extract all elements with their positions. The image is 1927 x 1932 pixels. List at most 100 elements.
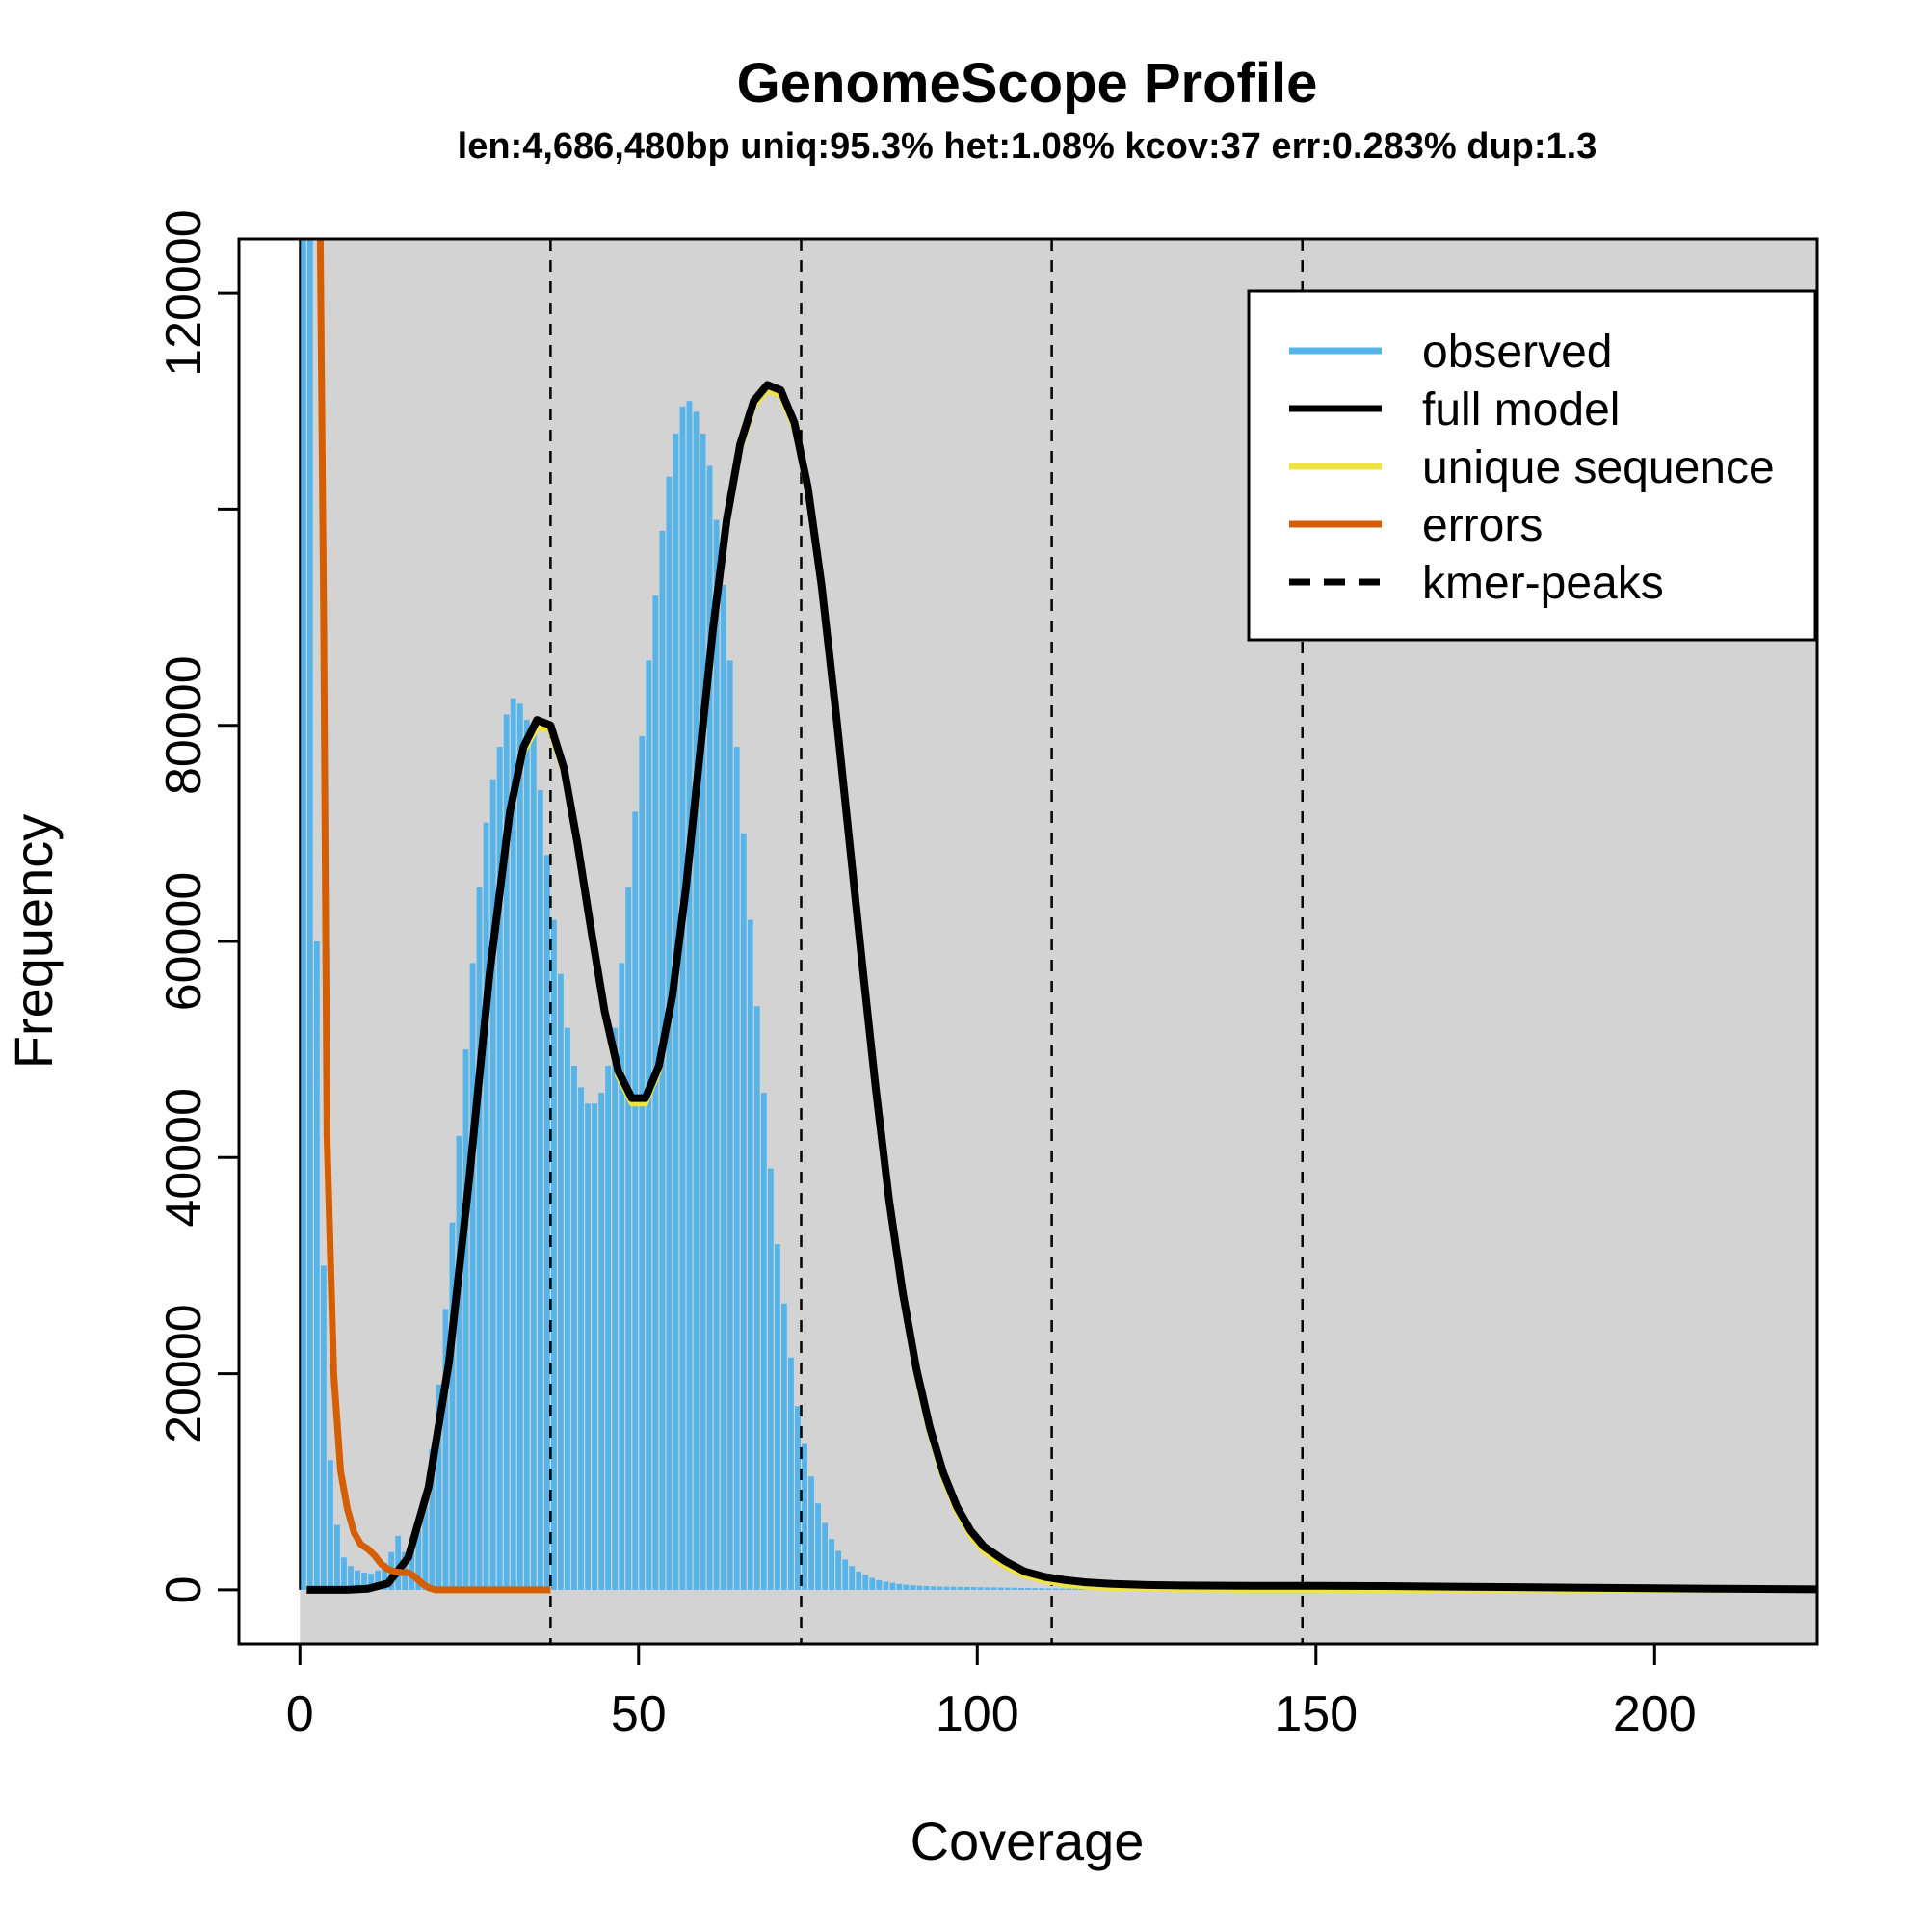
observed-bar <box>734 747 740 1590</box>
observed-bar <box>328 1460 333 1590</box>
observed-bar <box>1025 1588 1031 1590</box>
observed-bar <box>808 1476 814 1590</box>
observed-bar <box>911 1585 916 1590</box>
chart-title: GenomeScope Profile <box>737 52 1318 115</box>
observed-bar <box>714 520 720 1590</box>
y-tick-label: 80000 <box>156 655 212 795</box>
observed-bar <box>991 1587 997 1589</box>
x-tick-label: 50 <box>611 1686 667 1742</box>
observed-bar <box>904 1585 910 1590</box>
observed-bar <box>470 963 476 1589</box>
observed-bar <box>517 703 523 1590</box>
legend-label: kmer-peaks <box>1422 558 1664 609</box>
observed-bar <box>605 1066 611 1590</box>
observed-bar <box>1066 1589 1071 1590</box>
legend-label: observed <box>1422 327 1612 378</box>
observed-bar <box>646 660 651 1590</box>
observed-bar <box>578 1087 584 1590</box>
y-tick-label: 20000 <box>156 1304 212 1443</box>
legend-label: full model <box>1422 384 1620 436</box>
observed-bar <box>558 974 564 1590</box>
observed-bar <box>835 1551 841 1590</box>
y-axis-label: Frequency <box>3 814 64 1070</box>
observed-bar <box>598 1093 604 1590</box>
observed-bar <box>748 920 753 1590</box>
observed-bar <box>795 1406 801 1590</box>
observed-bar <box>897 1584 903 1590</box>
observed-bar <box>815 1503 821 1590</box>
observed-bar <box>694 411 700 1589</box>
observed-bar <box>511 699 516 1590</box>
observed-bar <box>687 401 693 1590</box>
observed-bar <box>971 1587 977 1590</box>
observed-bar <box>985 1587 990 1590</box>
observed-bar <box>829 1539 834 1590</box>
observed-bar <box>538 790 543 1590</box>
observed-bar <box>924 1586 930 1590</box>
observed-bar <box>876 1580 882 1590</box>
observed-bar <box>849 1566 855 1590</box>
observed-bar <box>565 1028 570 1590</box>
observed-bar <box>1012 1588 1017 1590</box>
legend-label: errors <box>1422 500 1543 551</box>
observed-bar <box>700 434 706 1590</box>
observed-bar <box>775 1244 780 1590</box>
observed-bar <box>450 1223 456 1590</box>
observed-bar <box>741 834 747 1590</box>
observed-bar <box>889 1583 895 1590</box>
y-tick-label: 0 <box>156 1575 212 1603</box>
observed-bar <box>463 1049 469 1590</box>
y-tick-label: 120000 <box>156 209 212 377</box>
observed-bar <box>652 595 658 1590</box>
observed-bar <box>768 1169 774 1590</box>
observed-bar <box>822 1522 828 1590</box>
observed-bar <box>544 855 550 1590</box>
observed-bar <box>1005 1588 1011 1590</box>
observed-bar <box>1045 1588 1051 1590</box>
observed-bar <box>944 1587 950 1590</box>
observed-bar <box>619 963 624 1589</box>
observed-bar <box>632 811 638 1590</box>
y-tick-label: 60000 <box>156 872 212 1012</box>
observed-bar <box>931 1586 937 1590</box>
observed-bar <box>754 1006 760 1590</box>
observed-bar <box>869 1578 875 1590</box>
observed-bar <box>856 1572 861 1590</box>
observed-bar <box>964 1587 970 1590</box>
observed-bar <box>1032 1588 1038 1590</box>
observed-bar <box>477 887 483 1590</box>
observed-bar <box>673 434 679 1590</box>
observed-bar <box>551 920 557 1590</box>
observed-bar <box>1018 1588 1024 1590</box>
observed-bar <box>321 1265 327 1589</box>
observed-bar <box>917 1586 923 1590</box>
observed-bar <box>307 239 313 1590</box>
observed-bar <box>531 730 537 1590</box>
observed-bar <box>1059 1589 1065 1590</box>
observed-bar <box>484 823 489 1590</box>
observed-bar <box>727 660 733 1590</box>
x-axis-label: Coverage <box>911 1811 1145 1871</box>
observed-bar <box>585 1103 591 1590</box>
observed-bar <box>958 1587 964 1590</box>
x-tick-label: 0 <box>286 1686 314 1742</box>
chart-subtitle: len:4,686,480bp uniq:95.3% het:1.08% kco… <box>458 126 1597 167</box>
x-tick-label: 200 <box>1613 1686 1697 1742</box>
observed-bar <box>680 407 686 1590</box>
observed-bar <box>612 1028 618 1590</box>
x-tick-label: 100 <box>936 1686 1019 1742</box>
x-tick-label: 150 <box>1274 1686 1358 1742</box>
observed-bar <box>1072 1589 1078 1590</box>
observed-bar <box>314 941 320 1590</box>
observed-bar <box>524 720 530 1590</box>
observed-bar <box>937 1587 943 1590</box>
y-tick-label: 40000 <box>156 1088 212 1228</box>
observed-bar <box>301 239 306 1590</box>
observed-bar <box>883 1582 888 1590</box>
observed-bar <box>592 1103 597 1590</box>
observed-bar <box>788 1358 794 1590</box>
observed-bar <box>1039 1588 1044 1590</box>
observed-bar <box>978 1587 984 1590</box>
